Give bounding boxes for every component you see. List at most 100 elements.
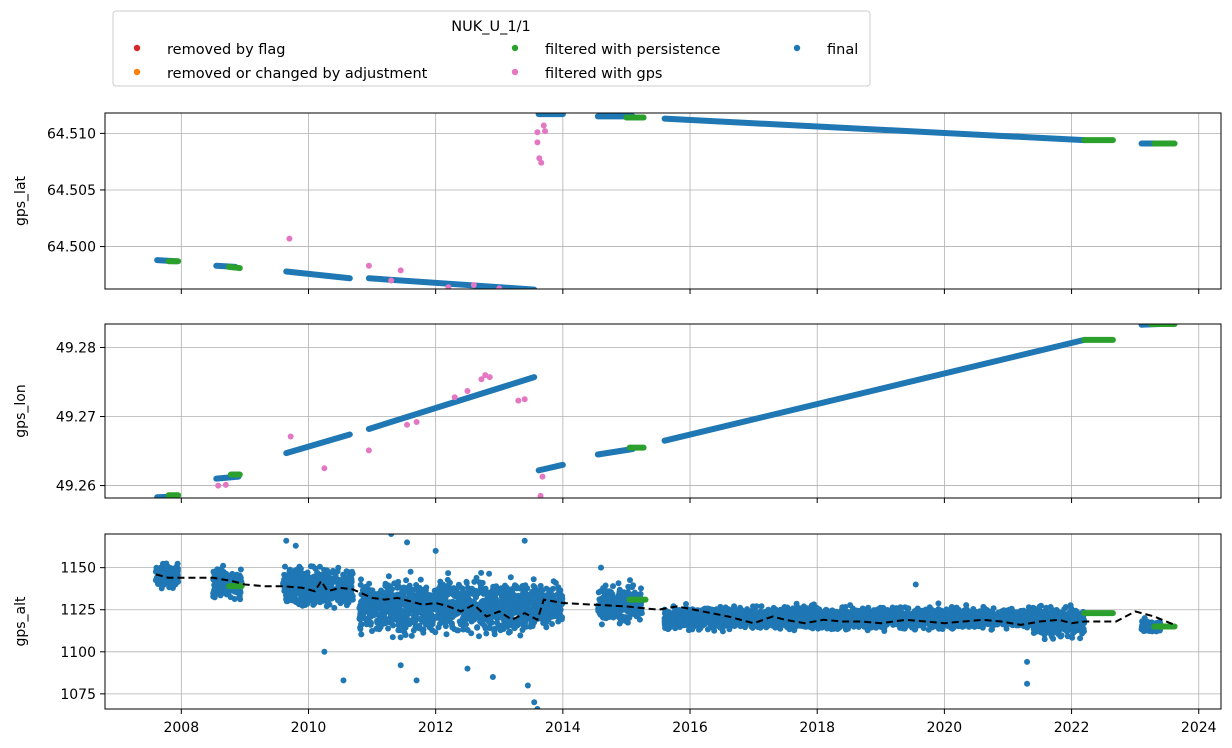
final-point xyxy=(444,576,451,583)
final-point xyxy=(676,607,683,613)
final-point xyxy=(499,594,506,601)
final-point xyxy=(491,631,498,638)
final-point xyxy=(1003,613,1010,620)
y-tick-label: 49.28 xyxy=(56,340,96,356)
final-point xyxy=(423,612,430,619)
final-point xyxy=(513,583,520,590)
final-point xyxy=(600,594,607,601)
final-point xyxy=(464,593,471,600)
final-point xyxy=(718,612,725,619)
final-point xyxy=(408,632,415,639)
final-point xyxy=(473,574,480,581)
final-point xyxy=(897,604,904,611)
final-point xyxy=(437,620,443,627)
final-point xyxy=(237,596,244,603)
final-point xyxy=(865,622,872,629)
gps-filtered-point xyxy=(286,235,293,242)
final-point xyxy=(358,631,365,638)
final-point xyxy=(614,605,620,612)
final-point xyxy=(397,627,404,634)
final-point xyxy=(943,606,950,613)
final-point xyxy=(493,597,499,604)
final-point xyxy=(375,620,382,627)
gps-filtered-point xyxy=(534,139,541,146)
final-point xyxy=(347,582,354,589)
final-point xyxy=(938,612,945,618)
final-point xyxy=(305,578,312,585)
final-point xyxy=(403,577,410,584)
final-point xyxy=(555,605,562,612)
final-point xyxy=(859,605,866,612)
final-point xyxy=(690,609,697,616)
final-point xyxy=(382,615,389,622)
final-point xyxy=(368,619,374,626)
final-point xyxy=(321,592,328,599)
gps-filtered-point xyxy=(470,282,477,289)
gps-filtered-point xyxy=(515,397,522,404)
final-point xyxy=(608,606,615,613)
final-point xyxy=(313,597,320,604)
final-point xyxy=(465,598,471,605)
final-point xyxy=(781,604,788,610)
final-point xyxy=(895,615,902,622)
final-point xyxy=(433,606,440,613)
y-tick-label: 64.505 xyxy=(47,183,96,199)
final-point xyxy=(370,611,377,618)
final-point xyxy=(847,602,854,609)
final-point xyxy=(423,596,430,603)
final-point xyxy=(330,567,336,574)
final-point xyxy=(431,597,438,604)
final-point xyxy=(398,615,405,622)
y-tick-label: 49.27 xyxy=(56,410,96,426)
final-point xyxy=(911,608,918,615)
gps-filtered-point xyxy=(478,376,485,383)
final-point xyxy=(472,587,479,594)
final-point xyxy=(487,625,493,631)
final-point xyxy=(449,623,456,630)
final-point xyxy=(748,614,755,621)
final-point xyxy=(554,591,561,598)
final-point xyxy=(491,605,498,612)
final-point xyxy=(482,625,489,632)
final-series xyxy=(283,431,353,457)
data-layer xyxy=(152,534,1178,709)
gps-filtered-point xyxy=(404,421,411,428)
final-point xyxy=(452,593,458,600)
final-point xyxy=(302,596,309,602)
gps-filtered-point xyxy=(537,492,544,498)
final-point xyxy=(411,609,418,616)
legend-label: removed by flag xyxy=(167,42,286,58)
final-point xyxy=(616,589,623,596)
final-point xyxy=(392,580,399,587)
final-point xyxy=(804,609,811,616)
final-point xyxy=(445,618,452,624)
final-point xyxy=(543,624,550,631)
final-series xyxy=(365,374,538,432)
final-point xyxy=(237,578,244,585)
gps-filtered-point xyxy=(539,473,546,480)
final-point xyxy=(406,621,413,628)
final-point xyxy=(335,564,342,571)
final-point xyxy=(543,619,550,626)
gps-filtered-point xyxy=(321,465,328,472)
data-layer xyxy=(154,324,1178,498)
final-point xyxy=(153,564,160,571)
final-point xyxy=(494,619,500,626)
final-point xyxy=(825,608,832,615)
final-point xyxy=(664,622,671,629)
final-point xyxy=(294,575,301,582)
final-point xyxy=(948,604,955,610)
legend-title: NUK_U_1/1 xyxy=(451,19,530,35)
final-point xyxy=(402,624,409,631)
final-point xyxy=(326,574,333,581)
final-point xyxy=(928,611,935,618)
final-point xyxy=(535,599,542,606)
final-point xyxy=(237,566,244,573)
final-point xyxy=(685,627,692,634)
final-point xyxy=(326,601,333,608)
final-point xyxy=(454,627,460,634)
final-point xyxy=(378,587,385,594)
final-point xyxy=(399,610,406,617)
final-point xyxy=(374,603,380,610)
final-point xyxy=(602,606,608,613)
